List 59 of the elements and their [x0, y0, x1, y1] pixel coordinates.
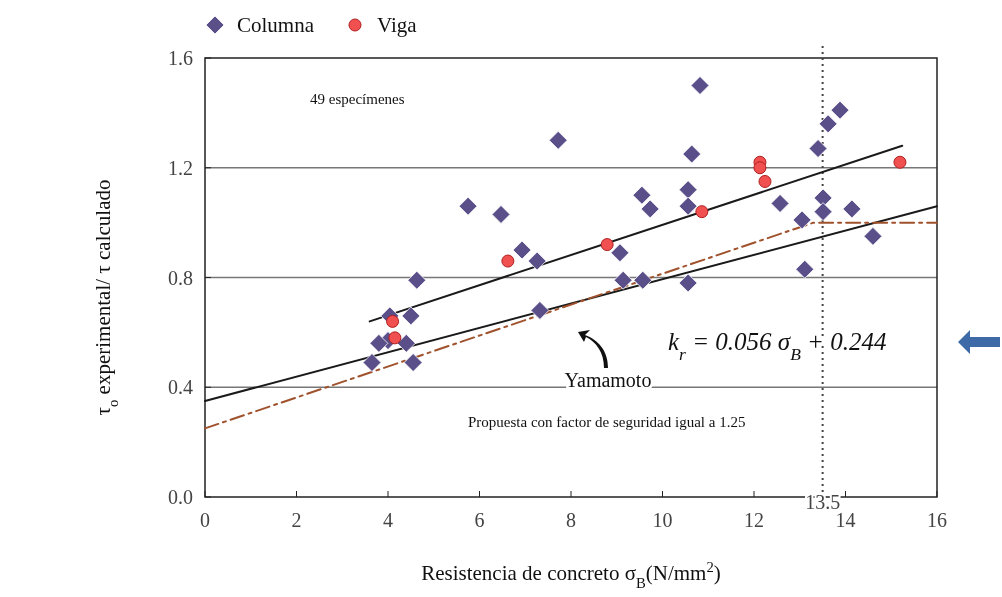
point [512, 240, 532, 260]
y-tick-label: 0.4 [168, 376, 193, 399]
x-tick-label: 0 [200, 509, 210, 531]
point [770, 194, 790, 213]
point [548, 130, 568, 150]
point [678, 180, 698, 200]
point [792, 210, 812, 230]
x-tick-label: 4 [383, 509, 393, 531]
y-tick-label: 0.0 [168, 486, 193, 508]
point [600, 238, 614, 252]
y-tick-label: 1.2 [168, 156, 193, 179]
point [396, 333, 416, 353]
point [401, 306, 421, 326]
point [527, 251, 547, 271]
point [690, 76, 710, 95]
legend-label: Viga [377, 13, 418, 37]
y-tick-label: 0.8 [168, 266, 193, 289]
point [863, 226, 883, 246]
point [403, 353, 423, 372]
x-tick-label: 2 [291, 509, 302, 531]
point [610, 243, 630, 263]
x-tick-label: 6 [474, 509, 485, 531]
annotation: Yamamoto [564, 369, 652, 391]
x-tick-label: 8 [566, 509, 576, 531]
point [407, 270, 427, 290]
x-tick-label: 12 [744, 509, 764, 531]
annotation: k$_{r}$ = 0.056 σ$_{B}$ + 0.244 [668, 328, 887, 364]
point [753, 161, 767, 175]
point [362, 353, 382, 372]
annotation: Propuesta con factor de seguridad igual a 1.25 [468, 414, 746, 430]
point [758, 174, 772, 188]
point [682, 144, 702, 164]
point [613, 270, 633, 290]
point [813, 202, 833, 222]
point [893, 155, 907, 169]
point [830, 100, 850, 120]
point [369, 333, 389, 353]
point [458, 196, 478, 216]
x-axis-title: Resistencia de concreto σ$_{B}$(N/mm$^{2}$) [421, 559, 721, 591]
point [818, 114, 838, 134]
x-tick-label: 10 [652, 509, 673, 531]
point [695, 205, 709, 219]
point [678, 196, 698, 216]
point [530, 301, 550, 320]
point [501, 254, 515, 268]
legend-label: Columna [237, 13, 315, 37]
x-tick-label: 16 [927, 509, 947, 531]
point [388, 331, 402, 345]
point [640, 199, 660, 219]
annotation: 49 especímenes [310, 91, 405, 107]
point [632, 185, 652, 205]
point [386, 314, 400, 328]
point [795, 259, 815, 279]
point [678, 273, 698, 293]
point [491, 204, 511, 224]
point [808, 139, 828, 158]
point [842, 199, 862, 219]
point [633, 270, 653, 290]
y-tick-label: 1.6 [168, 47, 193, 69]
